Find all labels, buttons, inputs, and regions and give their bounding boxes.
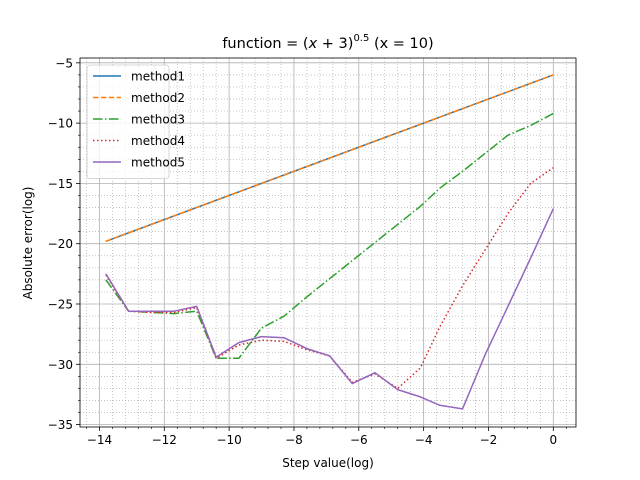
chart-title: function = (x + 3)0.5 (x = 10) — [222, 33, 433, 52]
axes-frame — [79, 57, 577, 428]
y-tick-label: −15 — [48, 177, 73, 191]
legend-label-method5: method5 — [131, 156, 185, 170]
legend-box — [86, 64, 170, 179]
x-tick-label: −10 — [216, 433, 241, 447]
series-line-method5 — [105, 208, 554, 410]
y-tick-label: −10 — [48, 117, 73, 131]
y-tick-label: −5 — [55, 56, 73, 70]
y-axis-label: Absolute error(log) — [21, 187, 35, 300]
x-tick-label: −6 — [350, 433, 368, 447]
legend-label-method2: method2 — [131, 91, 185, 105]
y-tick-label: −25 — [48, 298, 73, 312]
x-tick-label: −8 — [285, 433, 303, 447]
x-tick-label: 0 — [549, 433, 557, 447]
plot-area: −14 −12 −10 −8 −6 −4 −2 0−35−30−25−20−15−10−5me… — [48, 56, 577, 447]
series-line-method2 — [105, 74, 554, 243]
y-tick-label: −35 — [48, 418, 73, 432]
y-tick-label: −30 — [48, 358, 73, 372]
x-tick-label: −4 — [415, 433, 433, 447]
legend-label-method1: method1 — [131, 70, 185, 84]
x-tick-label: −12 — [152, 433, 177, 447]
y-tick-label: −20 — [48, 237, 73, 251]
series-line-method3 — [105, 112, 554, 360]
legend-label-method3: method3 — [131, 113, 185, 127]
x-tick-label: −2 — [480, 433, 498, 447]
legend-label-method4: method4 — [131, 134, 185, 148]
x-axis-label: Step value(log) — [282, 456, 374, 470]
x-tick-label: −14 — [87, 433, 112, 447]
